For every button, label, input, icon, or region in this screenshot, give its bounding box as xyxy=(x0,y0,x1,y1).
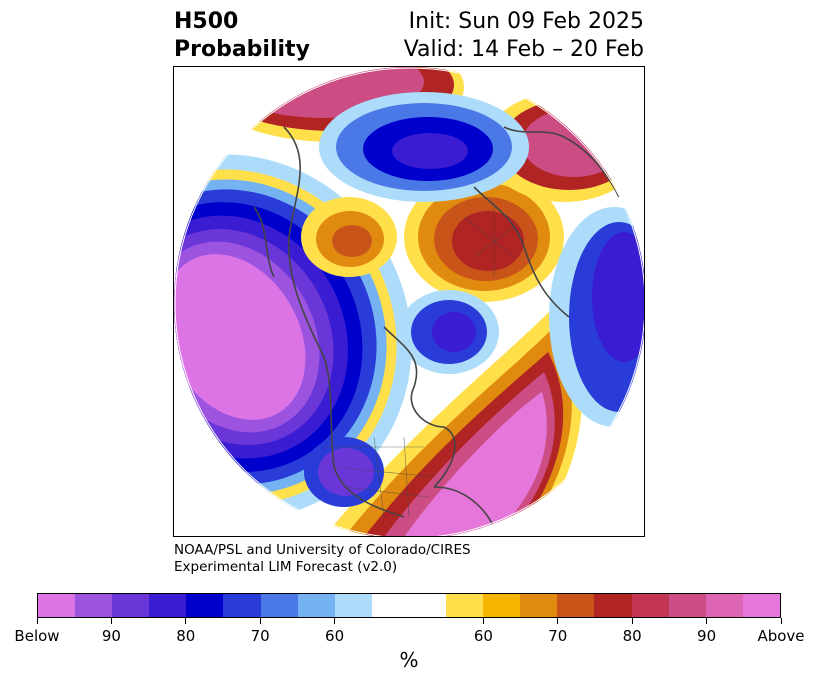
variable-title: H500 xyxy=(174,9,239,34)
colorbar-swatch xyxy=(334,594,372,617)
colorbar-swatch xyxy=(557,594,595,617)
colorbar-swatch xyxy=(260,594,298,617)
colorbar-tick xyxy=(482,618,484,624)
above-anomaly-canada xyxy=(301,197,397,277)
above-anomaly-atlantic xyxy=(324,307,582,536)
colorbar-tick xyxy=(334,618,336,624)
init-date: Init: Sun 09 Feb 2025 xyxy=(408,9,644,34)
valid-range: Valid: 14 Feb – 20 Feb xyxy=(403,37,644,62)
colorbar-swatch xyxy=(112,594,150,617)
colorbar-swatch xyxy=(483,594,521,617)
colorbar-swatch xyxy=(186,594,224,617)
colorbar-swatch xyxy=(371,594,409,617)
colorbar-swatch xyxy=(75,594,113,617)
title-block: H500 Probability xyxy=(174,8,310,64)
colorbar-swatch xyxy=(520,594,558,617)
colorbar-tick-label: 90 xyxy=(697,627,717,645)
colorbar-unit: % xyxy=(399,648,419,672)
below-anomaly-central xyxy=(304,437,384,507)
coastlines xyxy=(253,126,620,528)
colorbar-swatch xyxy=(742,594,780,617)
colorbar-tick xyxy=(110,618,112,624)
colorbar-tick-label: 80 xyxy=(622,627,642,645)
colorbar xyxy=(37,593,781,618)
map-panel xyxy=(173,66,645,537)
colorbar-swatch xyxy=(668,594,706,617)
colorbar-tick xyxy=(706,618,708,624)
colorbar-tick xyxy=(631,618,633,624)
colorbar-tick-label: Above xyxy=(757,627,805,645)
colorbar-tick xyxy=(557,618,559,624)
colorbar-swatch xyxy=(631,594,669,617)
colorbar-tick-label: 80 xyxy=(176,627,196,645)
colorbar-swatch xyxy=(594,594,632,617)
colorbar-tick-label: 60 xyxy=(473,627,493,645)
above-anomaly-europe xyxy=(404,172,564,302)
credit-line-1: NOAA/PSL and University of Colorado/CIRE… xyxy=(174,542,471,558)
credit-line-2: Experimental LIM Forecast (v2.0) xyxy=(174,559,398,575)
colorbar-tick xyxy=(185,618,187,624)
colorbar-swatch xyxy=(38,594,76,617)
credit-text: NOAA/PSL and University of Colorado/CIRE… xyxy=(174,542,471,576)
colorbar-tick-label: 70 xyxy=(548,627,568,645)
date-block: Init: Sun 09 Feb 2025 Valid: 14 Feb – 20… xyxy=(404,8,644,64)
colorbar-tick-label: 90 xyxy=(101,627,121,645)
below-anomaly-arctic xyxy=(319,92,529,374)
quantity-title: Probability xyxy=(174,37,310,62)
colorbar-tick-label: Below xyxy=(14,627,60,645)
colorbar-tick xyxy=(259,618,261,624)
colorbar-swatch xyxy=(705,594,743,617)
colorbar-swatch xyxy=(297,594,335,617)
colorbar-swatch xyxy=(408,594,447,617)
colorbar-tick-label: 70 xyxy=(250,627,270,645)
colorbar-tick xyxy=(780,618,782,624)
colorbar-swatch xyxy=(223,594,261,617)
colorbar-tick xyxy=(36,618,38,624)
colorbar-swatch xyxy=(446,594,484,617)
colorbar-tick-label: 60 xyxy=(325,627,345,645)
below-anomaly-east xyxy=(549,207,644,427)
colorbar-swatch xyxy=(149,594,187,617)
probability-map xyxy=(174,67,644,536)
